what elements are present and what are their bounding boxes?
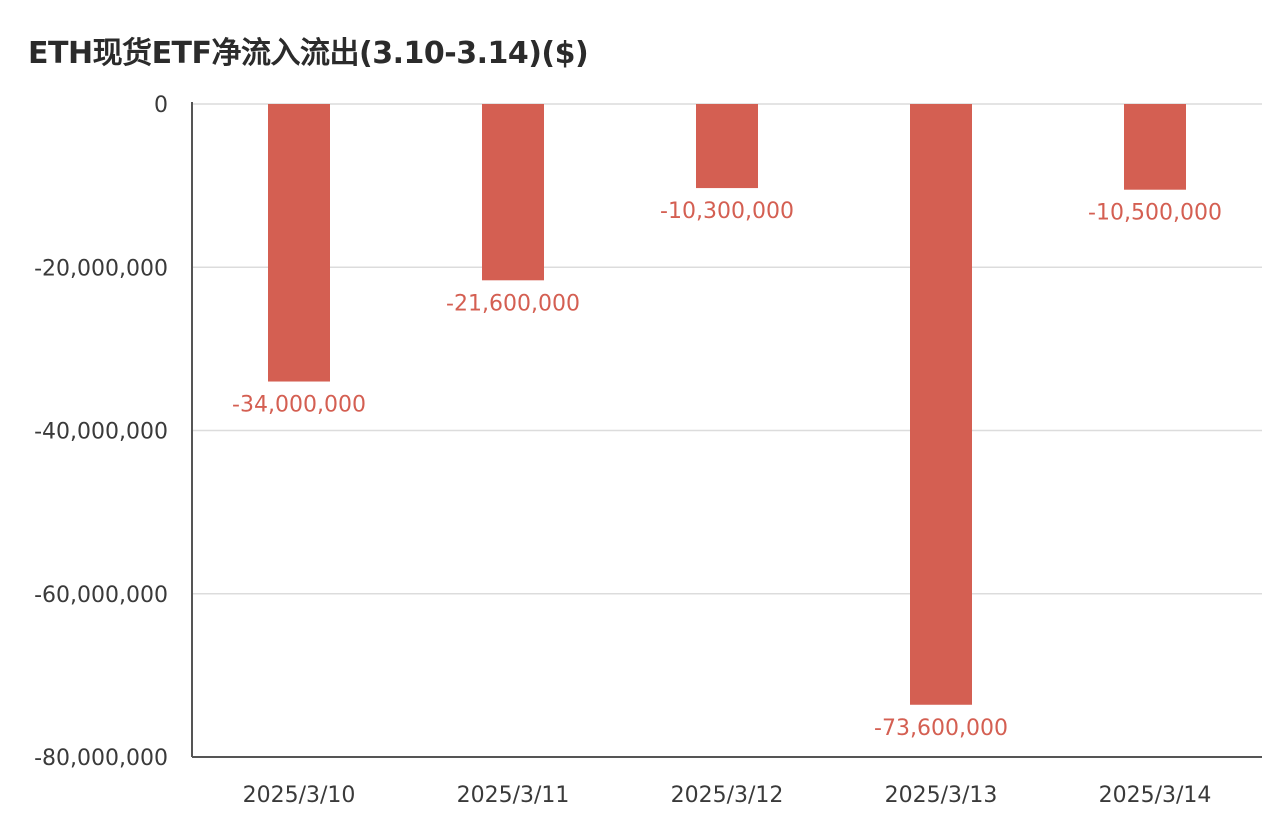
bar: [268, 104, 330, 382]
gridlines: [192, 103, 1262, 595]
x-tick-label: 2025/3/10: [243, 783, 356, 808]
bar: [910, 104, 972, 705]
data-label: -10,500,000: [1088, 201, 1222, 226]
bar: [1124, 104, 1186, 190]
x-tick-label: 2025/3/13: [885, 783, 998, 808]
data-labels: -34,000,000 -21,600,000 -10,300,000 -73,600…: [232, 199, 1222, 741]
x-tick-label: 2025/3/11: [457, 783, 570, 808]
y-tick-label: -60,000,000: [34, 583, 168, 608]
y-tick-label: -80,000,000: [34, 746, 168, 771]
x-tick-label: 2025/3/12: [671, 783, 784, 808]
bar: [482, 104, 544, 281]
data-label: -21,600,000: [446, 291, 580, 316]
data-label: -73,600,000: [874, 716, 1008, 741]
data-label: -10,300,000: [660, 199, 794, 224]
axes: [191, 102, 1262, 758]
bar: [696, 104, 758, 189]
y-tick-labels: 0 -20,000,000 -40,000,000 -60,000,000 -80,00…: [34, 93, 168, 771]
x-tick-labels: 2025/3/10 2025/3/11 2025/3/12 2025/3/13 2025…: [243, 783, 1212, 808]
data-label: -34,000,000: [232, 393, 366, 418]
y-tick-label: -40,000,000: [34, 420, 168, 445]
y-tick-label: -20,000,000: [34, 256, 168, 281]
bars: [268, 104, 1186, 705]
x-tick-label: 2025/3/14: [1099, 783, 1212, 808]
chart-title: ETH现货ETF净流入流出(3.10-3.14)($): [28, 36, 589, 71]
y-tick-label: 0: [154, 93, 168, 118]
